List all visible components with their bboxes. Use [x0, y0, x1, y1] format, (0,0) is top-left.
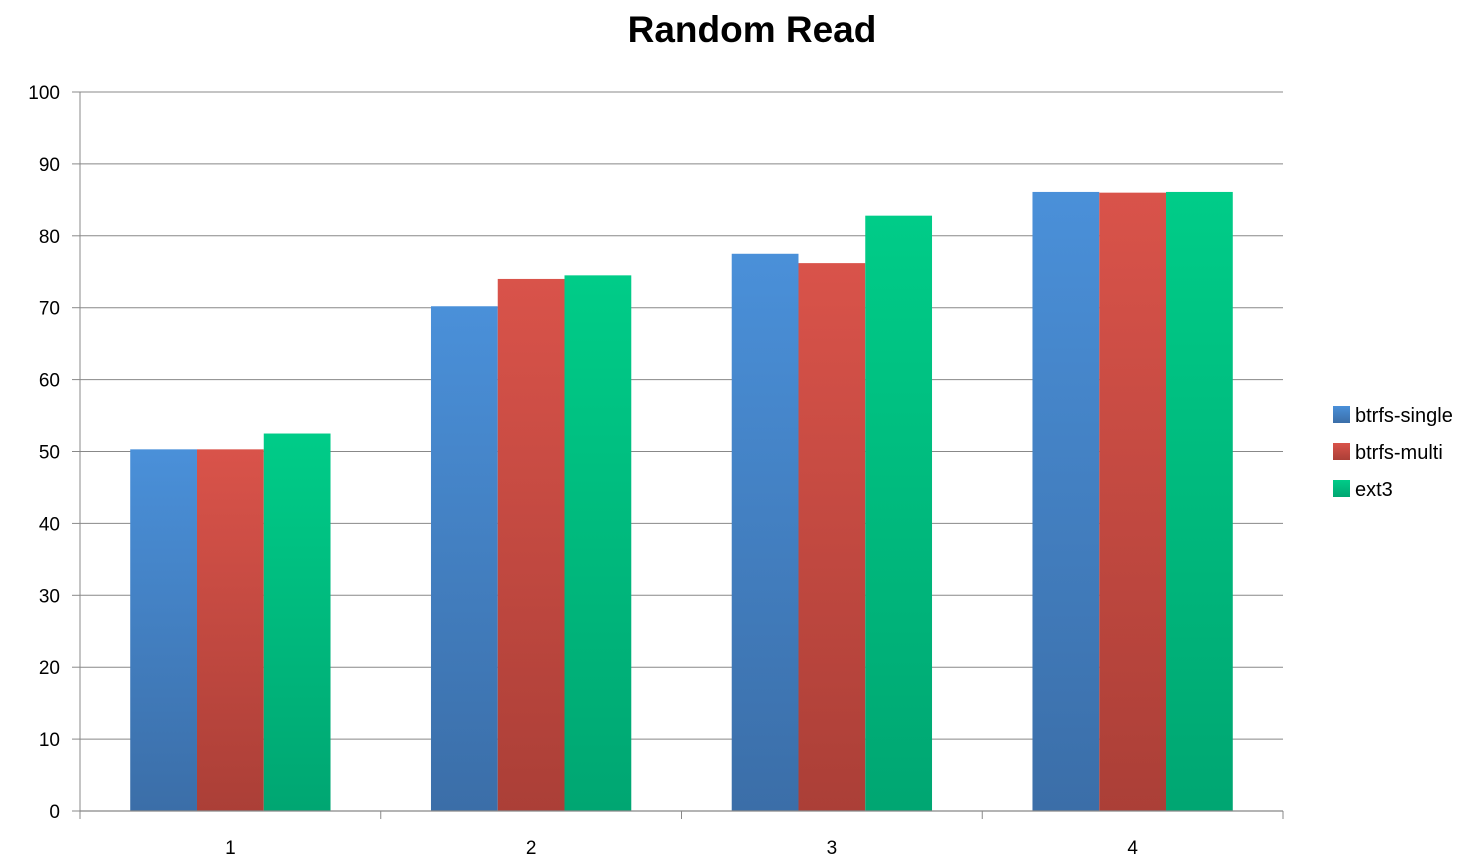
- legend-swatch-btrfs-single: [1333, 406, 1350, 423]
- bar-btrfs-multi-2: [497, 278, 565, 811]
- bar-btrfs-single-1: [130, 449, 197, 811]
- legend: btrfs-single btrfs-multi ext3: [1333, 405, 1453, 501]
- y-tick-label: 10: [39, 730, 60, 751]
- legend-swatch-btrfs-multi: [1333, 443, 1350, 460]
- y-tick-label: 100: [28, 83, 60, 104]
- legend-label-btrfs-multi: btrfs-multi: [1355, 442, 1443, 464]
- bar-btrfs-multi-1: [196, 449, 264, 811]
- x-tick-label: 2: [526, 838, 537, 859]
- bar-ext3-2: [564, 275, 632, 812]
- bar-ext3-3: [865, 215, 933, 812]
- y-tick-label: 30: [39, 586, 60, 607]
- bar-btrfs-single-2: [430, 306, 498, 811]
- legend-swatch-ext3: [1333, 480, 1350, 497]
- bar-ext3-4: [1166, 191, 1233, 812]
- y-axis: 0 10 20 30 40 50 60 70 80 90 100: [28, 83, 80, 823]
- y-tick-label: 80: [39, 227, 60, 248]
- x-tick-label: 3: [827, 838, 838, 859]
- y-tick-label: 90: [39, 155, 60, 176]
- legend-label-ext3: ext3: [1355, 479, 1393, 501]
- y-tick-label: 50: [39, 443, 60, 464]
- y-tick-label: 20: [39, 658, 60, 679]
- bar-btrfs-multi-3: [798, 263, 866, 811]
- bar-btrfs-single-4: [1032, 191, 1100, 812]
- bar-ext3-1: [263, 433, 331, 811]
- y-tick-label: 70: [39, 299, 60, 320]
- bar-btrfs-multi-4: [1099, 192, 1167, 811]
- x-tick-label: 1: [225, 838, 236, 859]
- bar-series: [130, 191, 1233, 812]
- y-tick-label: 60: [39, 371, 60, 392]
- x-tick-label: 4: [1127, 838, 1138, 859]
- chart-title: Random Read: [628, 9, 877, 50]
- x-axis: 1 2 3 4: [79, 810, 1284, 859]
- y-tick-label: 0: [49, 802, 60, 823]
- bar-btrfs-single-3: [731, 253, 799, 811]
- y-tick-label: 40: [39, 514, 60, 535]
- legend-label-btrfs-single: btrfs-single: [1355, 405, 1453, 427]
